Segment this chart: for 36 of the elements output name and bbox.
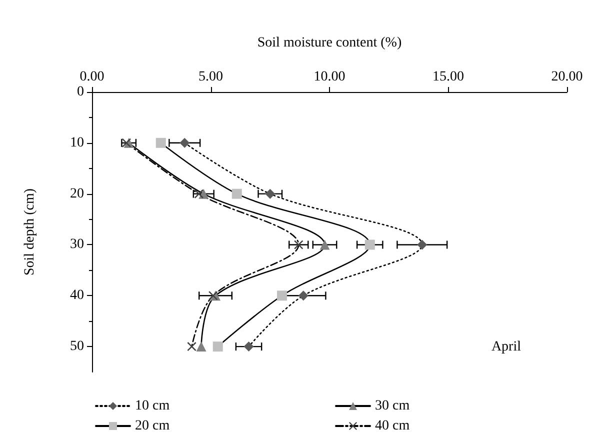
point — [417, 240, 428, 250]
point — [294, 240, 304, 250]
legend-label: 30 cm — [375, 398, 410, 414]
x-tick-label: 15.00 — [432, 70, 464, 84]
point — [194, 189, 204, 198]
annotation: April — [491, 340, 522, 354]
x-tick-label: 20.00 — [551, 70, 583, 84]
point — [180, 138, 190, 148]
legend-label: 40 cm — [375, 418, 410, 434]
point — [208, 291, 218, 300]
y-tick-label: 10 — [70, 135, 84, 150]
point — [156, 138, 166, 148]
legend-label: 20 cm — [135, 418, 170, 434]
y-tick-label: 20 — [70, 186, 84, 202]
y-axis-title: Soil depth (cm) — [22, 188, 38, 276]
y-tick-label: 30 — [70, 237, 84, 252]
point — [196, 342, 206, 352]
x-axis-title: Soil moisture content (%) — [257, 36, 402, 50]
point — [320, 240, 330, 250]
legend-label: 10 cm — [135, 398, 170, 414]
point — [232, 188, 242, 199]
y-tick-label: 50 — [70, 339, 84, 354]
point — [277, 290, 287, 301]
point — [122, 138, 131, 148]
point — [298, 290, 308, 301]
y-tick-label: 0 — [77, 84, 84, 100]
point — [265, 188, 276, 199]
point — [187, 342, 196, 352]
point — [198, 188, 209, 199]
x-tick-label: 5.00 — [198, 70, 223, 84]
point — [212, 342, 223, 352]
y-tick-label: 40 — [70, 288, 84, 304]
point — [364, 240, 375, 250]
x-tick-label: 10.00 — [314, 70, 346, 84]
x-tick-label: 0.00 — [80, 70, 104, 84]
point — [244, 342, 254, 352]
